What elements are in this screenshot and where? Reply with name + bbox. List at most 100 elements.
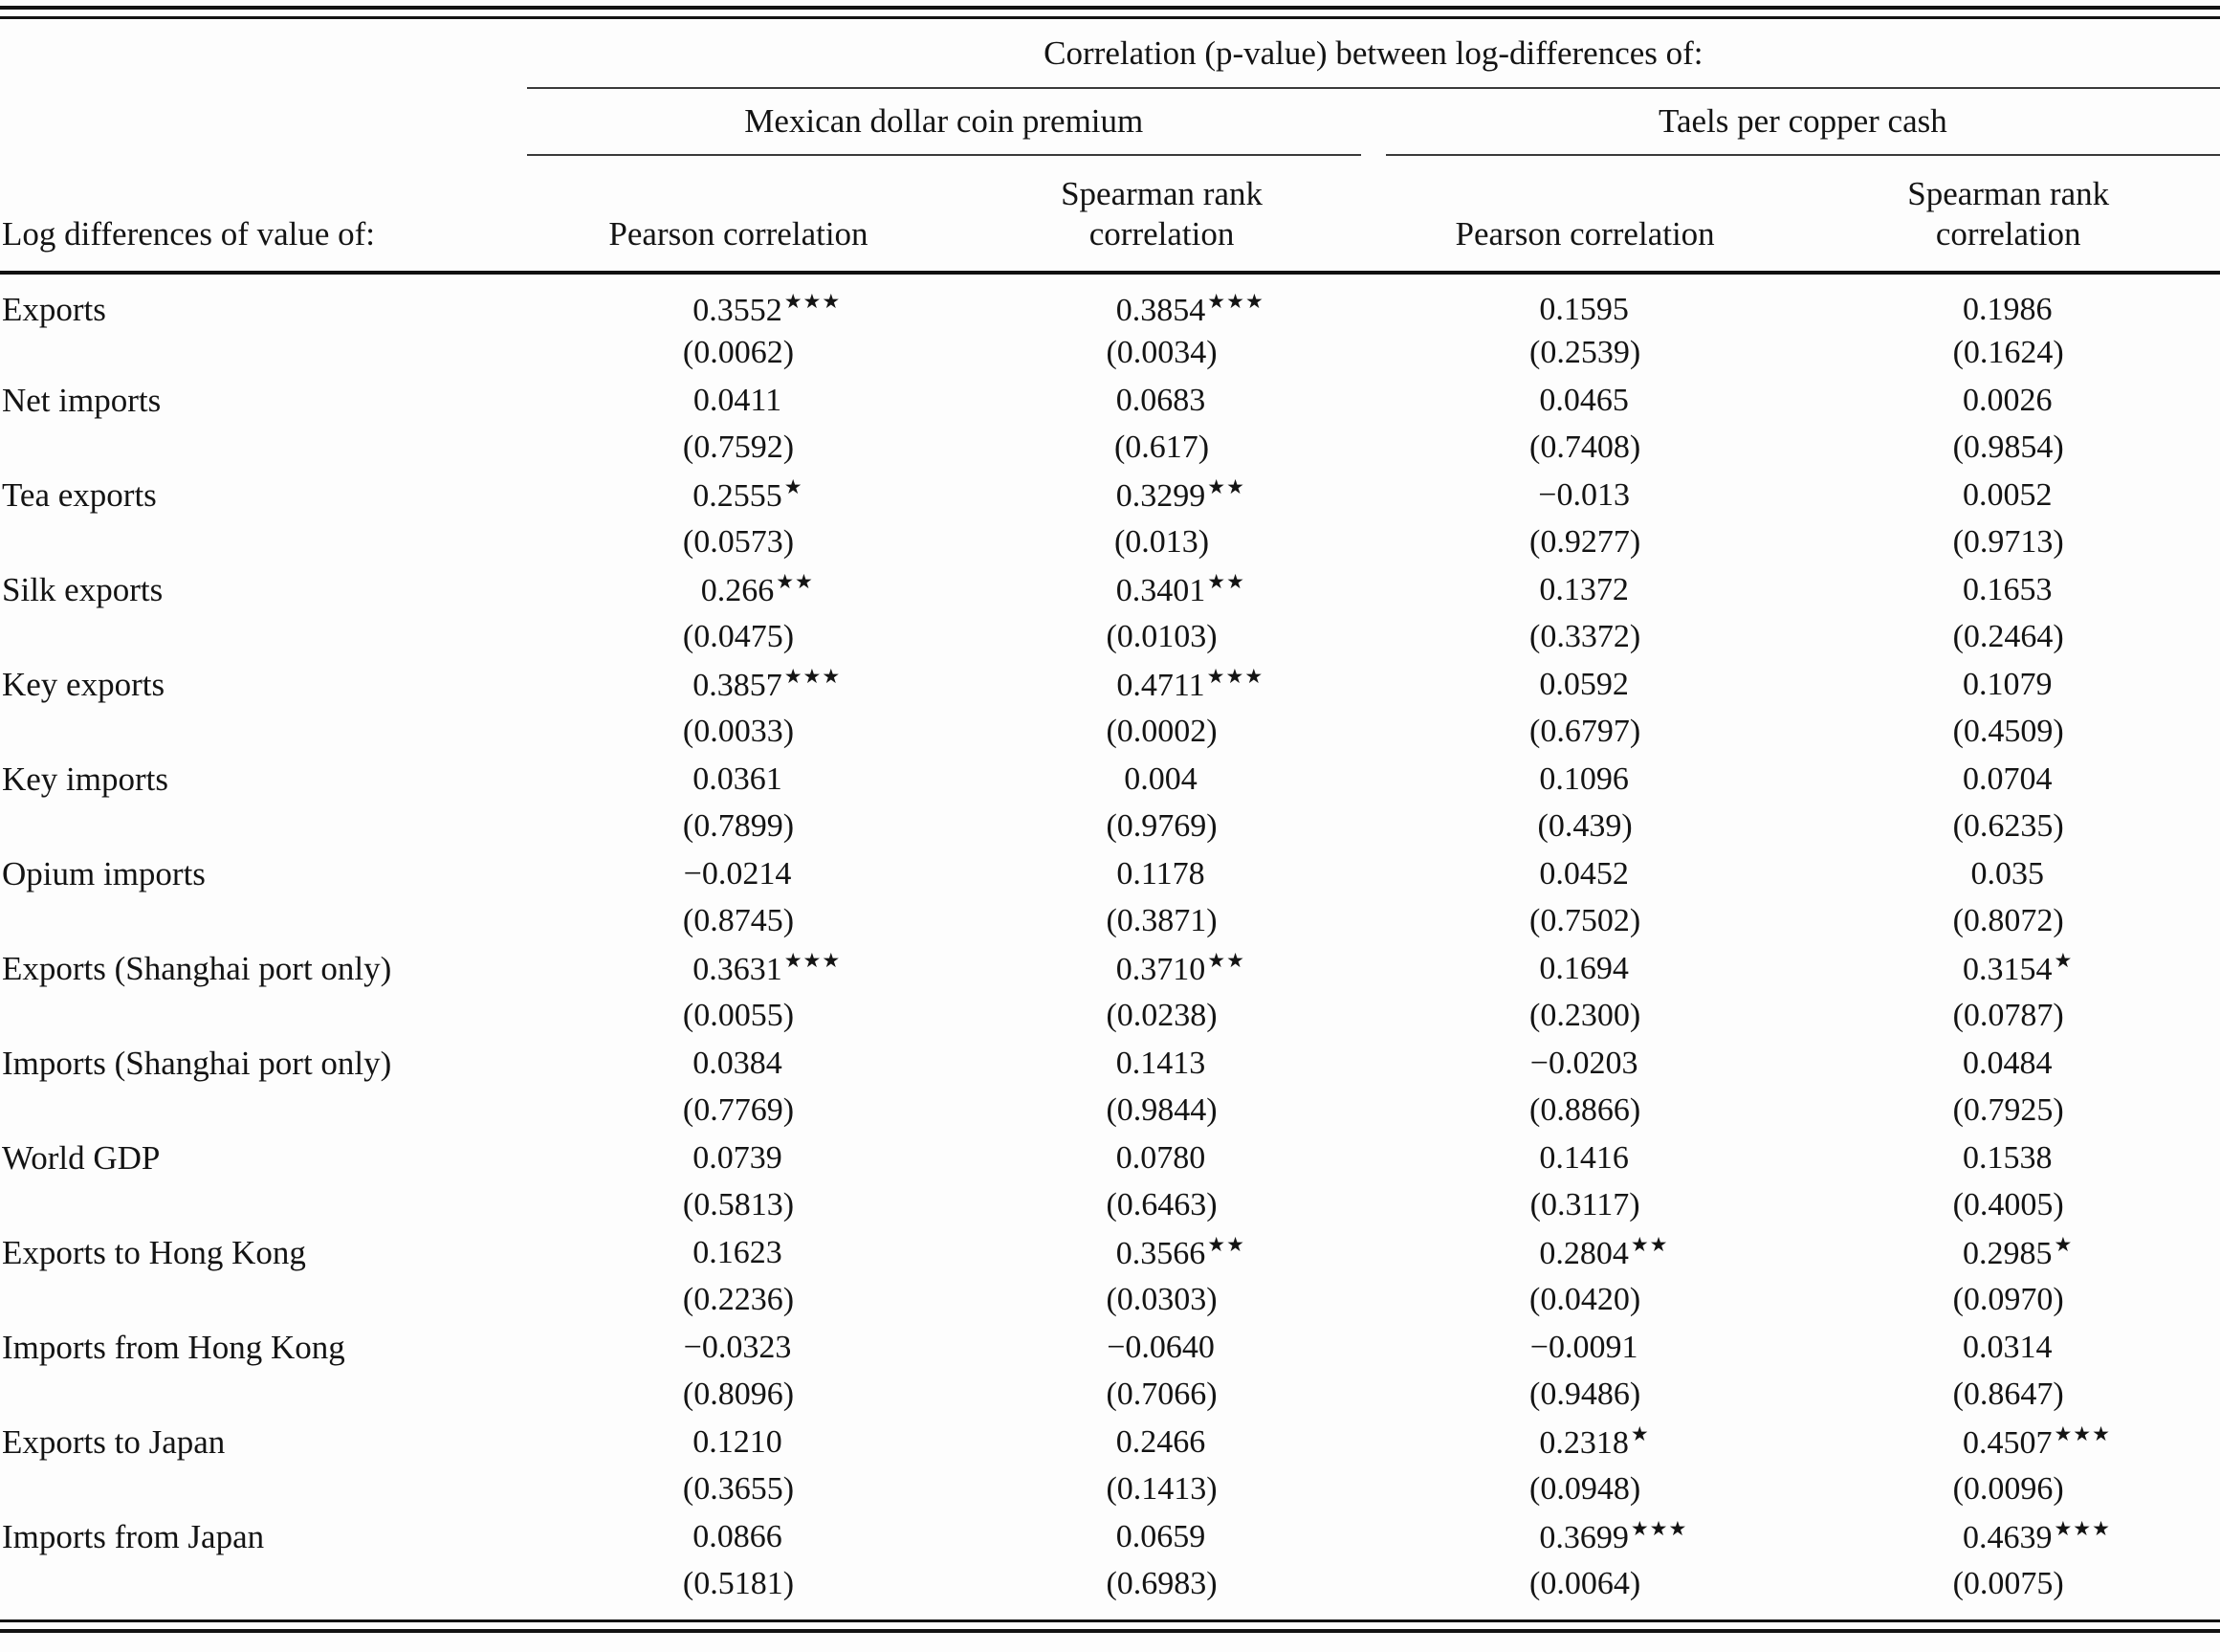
correlation-value: 0.0704 [1962,760,2053,797]
table-row: Imports from Japan 0.0866 0.0659 0.3699★… [0,1513,2220,1560]
p-value-cell: (0.7899) [527,803,951,850]
blank-label-cell [0,708,527,756]
row-label: Imports (Shanghai port only) [2,1044,392,1082]
p-value-cell: (0.8647) [1796,1371,2220,1419]
correlation-value: 0.266 [700,573,775,608]
correlation-value: 0.0384 [692,1045,782,1081]
correlation-value: 0.1079 [1962,666,2053,702]
correlation-cell: 0.3710★★ [1115,949,1245,987]
p-value-cell: (0.439) [1374,803,1797,850]
correlation-cell: 0.1653 [1796,566,2220,613]
group-cell-mexican-dollar: Mexican dollar coin premium [526,88,1374,156]
row-label-cell: Imports from Hong Kong [0,1324,527,1371]
stub-header-cell: Log differences of value of: [0,156,527,275]
correlation-cell: 0.1372 [1374,566,1797,613]
p-value-cell: (0.4509) [1796,708,2220,756]
p-value-cell: (0.2236) [527,1276,951,1324]
p-value: (0.0475) [682,619,795,654]
row-label: Exports [2,290,106,328]
correlation-value: 0.1653 [1962,571,2053,607]
correlation-cell: 0.1413 [950,1040,1374,1087]
p-value: (0.0103) [1106,619,1218,654]
blank-label-cell [0,1276,527,1324]
p-value-cell: (0.0103) [950,613,1374,661]
p-value: (0.0055) [682,998,795,1033]
correlation-value: 0.1096 [1539,760,1629,797]
p-value-cell: (0.7408) [1374,424,1797,472]
correlation-cell: 0.0052 [1796,472,2220,518]
correlation-value: 0.004 [1124,760,1198,797]
p-value: (0.7592) [682,430,795,465]
correlation-value: −0.0214 [683,855,792,892]
correlation-value: 0.0592 [1539,666,1629,702]
correlation-cell: 0.3154★ [1962,949,2074,987]
table-row: Key imports 0.0361 0.004 0.1096 0.0704 [0,756,2220,803]
correlation-value: 0.4507 [1962,1425,2053,1461]
correlation-cell: 0.4639★★★ [1962,1517,2111,1555]
correlation-value: 0.1416 [1539,1139,1629,1176]
p-value-row: (0.5813) (0.6463) (0.3117) (0.4005) [0,1181,2220,1229]
p-value: (0.0062) [682,335,795,370]
correlation-cell: 0.3401★★ [1115,570,1245,608]
p-value: (0.8072) [1952,903,2064,938]
correlation-cell: 0.0452 [1374,850,1797,897]
p-value-cell: (0.6983) [950,1560,1374,1608]
p-value: (0.0096) [1952,1471,2064,1507]
p-value: (0.5181) [682,1566,795,1601]
table-row: Exports 0.3552★★★ 0.3854★★★ 0.1595 0.198… [0,273,2220,329]
correlation-cell: 0.1079 [1796,661,2220,708]
p-value-row: (0.0475) (0.0103) (0.3372) (0.2464) [0,613,2220,661]
p-value-cell: (0.2464) [1796,613,2220,661]
p-value: (0.5813) [682,1187,795,1222]
p-value-cell: (0.0034) [950,329,1374,377]
p-value-cell: (0.0970) [1796,1276,2220,1324]
p-value-cell: (0.0096) [1796,1465,2220,1513]
p-value: (0.2300) [1529,998,1641,1033]
stub-header: Log differences of value of: [2,215,376,253]
row-label: Key exports [2,665,165,703]
p-value: (0.6983) [1106,1566,1218,1601]
correlation-value: 0.0052 [1962,476,2053,513]
p-value-cell: (0.7592) [527,424,951,472]
row-label: Net imports [2,381,162,419]
p-value-cell: (0.0055) [527,992,951,1040]
p-value-cell: (0.7769) [527,1087,951,1134]
blank-label-cell [0,1371,527,1419]
blank-label-cell [0,1181,527,1229]
p-value-cell: (0.0062) [527,329,951,377]
p-value-cell: (0.1624) [1796,329,2220,377]
p-value-cell: (0.0033) [527,708,951,756]
blank-label-cell [0,1087,527,1134]
correlation-value: 0.1538 [1962,1139,2053,1176]
correlation-cell: 0.0592 [1374,661,1797,708]
row-label-cell: Exports [0,273,527,329]
p-value-cell: (0.0064) [1374,1560,1797,1608]
p-value-cell: (0.2300) [1374,992,1797,1040]
blank-label-cell [0,613,527,661]
correlation-cell: 0.1210 [527,1419,951,1465]
correlation-value: 0.0739 [692,1139,782,1176]
p-value-cell: (0.0475) [527,613,951,661]
correlation-cell: 0.3299★★ [1115,475,1245,514]
p-value: (0.3117) [1529,1187,1640,1222]
col-header-pearson-mdc: Pearson correlation [608,215,868,253]
p-value: (0.4509) [1952,714,2064,749]
correlation-cell: −0.013 [1374,472,1797,518]
p-value: (0.0970) [1952,1282,2064,1317]
p-value: (0.7769) [682,1092,795,1128]
p-value-row: (0.0573) (0.013) (0.9277) (0.9713) [0,518,2220,566]
correlation-value: 0.035 [1970,855,2044,892]
p-value-row: (0.8745) (0.3871) (0.7502) (0.8072) [0,897,2220,945]
correlation-cell: 0.0361 [527,756,951,803]
p-value-cell: (0.6463) [950,1181,1374,1229]
correlation-cell: 0.0780 [950,1134,1374,1181]
p-value: (0.7925) [1952,1092,2064,1128]
p-value-cell: (0.8072) [1796,897,2220,945]
p-value: (0.8096) [682,1377,795,1412]
correlation-cell: 0.3857★★★ [692,665,842,703]
correlation-cell: 0.0465 [1374,377,1797,424]
p-value-cell: (0.3117) [1374,1181,1797,1229]
col-header-cell: Pearson correlation [1373,156,1797,275]
bottom-double-rule [0,1619,2220,1633]
blank-label-cell [0,329,527,377]
